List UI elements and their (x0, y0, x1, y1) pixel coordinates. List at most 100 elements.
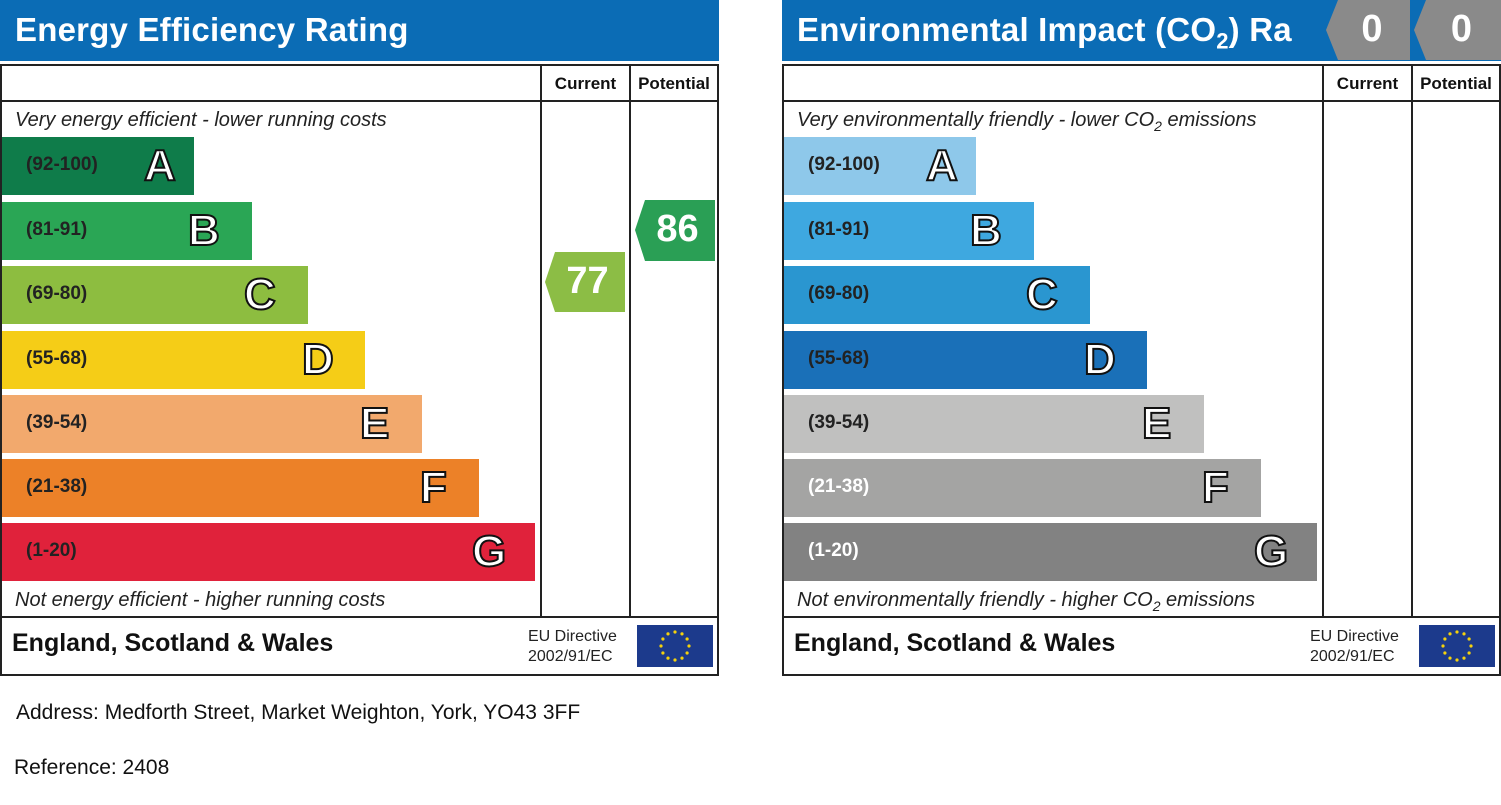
eu-star (666, 632, 670, 636)
rating-band-c: (69-80) C (784, 266, 1090, 324)
band-letter: F (1201, 462, 1230, 513)
eu-star (685, 651, 689, 655)
environmental-impact-panel: Environmental Impact (CO2) Ra 0 0 Curren… (782, 0, 1501, 676)
band-range-label: (69-80) (26, 283, 88, 304)
rating-band-d: (55-68) D (784, 331, 1147, 389)
band-range-label: (1-20) (26, 540, 77, 561)
energy-frame (0, 64, 719, 676)
band-letter: G (471, 526, 507, 577)
eu-star (1455, 630, 1459, 634)
env-eu-line2: 2002/91/EC (1310, 648, 1395, 665)
band-letter: E (359, 398, 390, 449)
band-letter: C (243, 269, 277, 320)
energy-footer-region: England, Scotland & Wales (12, 629, 334, 657)
band-letter: D (1083, 334, 1117, 385)
band-letter: G (1253, 526, 1289, 577)
env-eu-directive: EU Directive 2002/91/EC (1310, 627, 1399, 667)
eu-star (1467, 637, 1471, 641)
band-range-label: (92-100) (808, 154, 880, 175)
band-letter: A (143, 140, 177, 191)
env-current-value-box: 0 (1334, 0, 1410, 60)
energy-current-value-box: 77 (550, 260, 625, 303)
env-title: Environmental Impact (CO2) Ra (797, 11, 1292, 54)
energy-top-caption: Very energy efficient - lower running co… (15, 109, 387, 131)
env-potential-header: Potential (1420, 74, 1492, 93)
rating-band-a: (92-100) A (784, 137, 976, 195)
eu-star (1462, 656, 1466, 660)
energy-title: Energy Efficiency Rating (15, 11, 409, 48)
band-range-label: (21-38) (26, 476, 88, 497)
eu-star (1467, 651, 1471, 655)
energy-bottom-caption: Not energy efficient - higher running co… (15, 589, 386, 611)
band-range-label: (81-91) (26, 219, 88, 240)
env-potential-badge (1414, 0, 1501, 60)
env-current-badge (1326, 0, 1410, 60)
band-range-label: (39-54) (26, 412, 88, 433)
band-range-label: (21-38) (808, 476, 870, 497)
energy-eu-line1: EU Directive (528, 628, 617, 645)
eu-star (1443, 651, 1447, 655)
rating-band-f: (21-38) F (2, 459, 479, 517)
energy-potential-arrow (635, 200, 715, 261)
band-range-label: (39-54) (808, 412, 870, 433)
rating-band-d: (55-68) D (2, 331, 365, 389)
eu-flag-icon (637, 625, 713, 667)
band-letter: E (1141, 398, 1172, 449)
eu-star (666, 656, 670, 660)
eu-star (1469, 644, 1473, 648)
band-letter: C (1025, 269, 1059, 320)
band-range-label: (55-68) (26, 348, 88, 369)
energy-eu-directive: EU Directive 2002/91/EC (528, 627, 617, 667)
eu-star (661, 637, 665, 641)
energy-potential-header: Potential (638, 74, 710, 93)
env-potential-value: 0 (1450, 8, 1473, 50)
eu-star (1455, 658, 1459, 662)
rating-band-b: (81-91) B (2, 202, 252, 260)
property-reference: Reference: 2408 (14, 756, 170, 779)
energy-potential-value: 86 (656, 208, 699, 250)
eu-star (673, 630, 677, 634)
rating-band-e: (39-54) E (784, 395, 1204, 453)
eu-flag-icon (1419, 625, 1495, 667)
env-bottom-caption: Not environmentally friendly - higher CO… (797, 589, 1255, 614)
eu-star (685, 637, 689, 641)
eu-star (673, 658, 677, 662)
env-col-divider-2 (1411, 64, 1413, 618)
env-frame (782, 64, 1501, 676)
band-range-label: (92-100) (26, 154, 98, 175)
band-range-label: (1-20) (808, 540, 859, 561)
eu-star (1443, 637, 1447, 641)
energy-current-value: 77 (566, 260, 609, 302)
band-letter: B (187, 205, 221, 256)
env-current-value: 0 (1361, 8, 1383, 50)
band-range-label: (69-80) (808, 283, 870, 304)
energy-title-bar: Energy Efficiency Rating (0, 0, 719, 61)
band-letter: B (969, 205, 1003, 256)
eu-star (1441, 644, 1445, 648)
eu-star (1448, 632, 1452, 636)
env-potential-value-box: 0 (1422, 0, 1501, 60)
rating-band-a: (92-100) A (2, 137, 194, 195)
eu-star (687, 644, 691, 648)
energy-footer-divider (0, 616, 719, 618)
energy-col-divider-1 (540, 64, 542, 618)
rating-band-c: (69-80) C (2, 266, 308, 324)
env-col-divider-1 (1322, 64, 1324, 618)
eu-star (1448, 656, 1452, 660)
band-letter: A (925, 140, 959, 191)
rating-band-e: (39-54) E (2, 395, 422, 453)
eu-star (680, 656, 684, 660)
rating-band-g: (1-20) G (2, 523, 535, 581)
env-top-caption: Very environmentally friendly - lower CO… (797, 109, 1257, 134)
energy-eu-line2: 2002/91/EC (528, 648, 613, 665)
eu-star (1462, 632, 1466, 636)
env-footer-region: England, Scotland & Wales (794, 629, 1116, 657)
band-letter: F (419, 462, 448, 513)
energy-efficiency-panel: Energy Efficiency Rating Current Potenti… (0, 0, 719, 676)
band-range-label: (81-91) (808, 219, 870, 240)
env-current-header: Current (1336, 74, 1399, 93)
eu-star (680, 632, 684, 636)
property-address: Address: Medforth Street, Market Weighto… (16, 701, 581, 724)
energy-current-header: Current (554, 74, 617, 93)
band-letter: D (301, 334, 335, 385)
